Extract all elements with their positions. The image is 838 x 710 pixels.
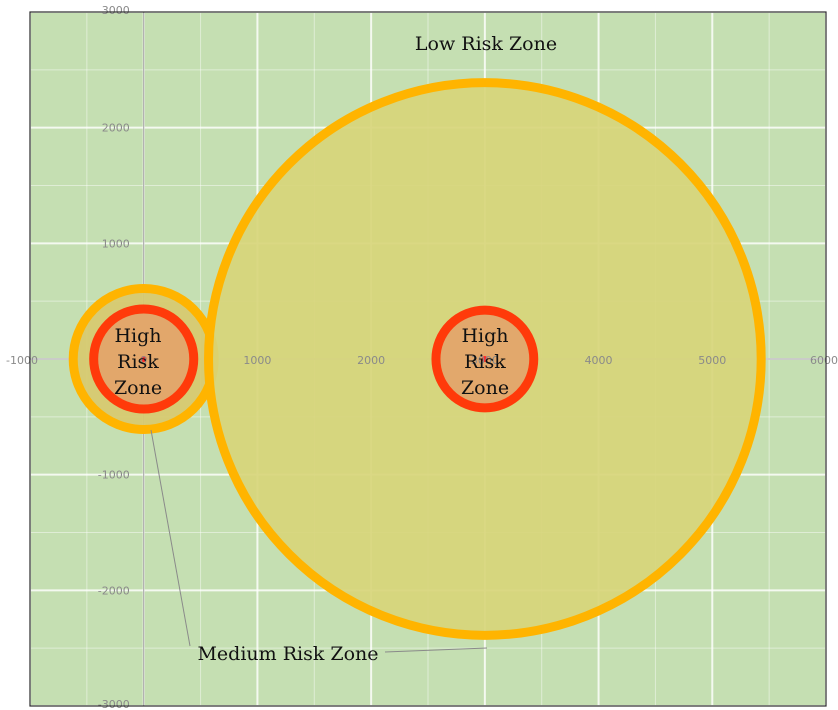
x-tick-label: 1000: [243, 354, 271, 367]
center-points: [140, 356, 488, 362]
low-risk-zone-label: Low Risk Zone: [415, 33, 557, 55]
plot-border: [29, 11, 827, 707]
high-risk-right-label-line2: Risk: [464, 351, 506, 373]
y-tick-label: 1000: [102, 237, 130, 250]
x-tick-label: -1000: [6, 354, 38, 367]
y-tick-label: -3000: [98, 698, 130, 710]
high-risk-right-label-line3: Zone: [461, 377, 509, 399]
high-risk-left-label-line3: Zone: [114, 377, 162, 399]
center-point-1: [140, 356, 147, 362]
high-risk-left-label-line1: High: [114, 325, 161, 347]
y-tick-label: -2000: [98, 584, 130, 597]
x-tick-label: 0: [140, 354, 147, 367]
y-tick-label: 2000: [102, 122, 130, 135]
x-tick-label: 3000: [471, 354, 499, 367]
x-tick-label: 6000: [810, 354, 838, 367]
high-risk-left-label-line2: Risk: [117, 351, 159, 373]
x-tick-label: 5000: [698, 354, 726, 367]
tick-labels: -1000 0 1000 2000 3000 4000 5000 6000 3000 2000 10…: [6, 4, 838, 710]
y-tick-label: -1000: [98, 469, 130, 482]
annotations: Low Risk Zone Medium Risk Zone High Risk…: [114, 33, 557, 665]
y-tick-label: 3000: [102, 4, 130, 17]
medium-risk-leader-line-right: [384, 647, 488, 653]
x-tick-label: 2000: [357, 354, 385, 367]
high-risk-right-label-line1: High: [461, 325, 508, 347]
medium-risk-leader-line-left: [150, 429, 191, 647]
center-point-2: [481, 356, 488, 362]
medium-risk-zone-label: Medium Risk Zone: [197, 643, 378, 665]
x-tick-label: 4000: [585, 354, 613, 367]
